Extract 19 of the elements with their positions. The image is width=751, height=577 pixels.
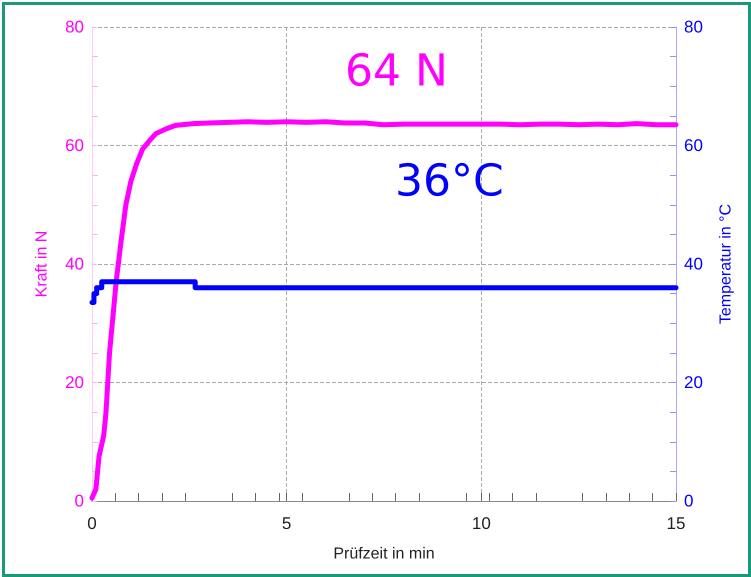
y2-tick-label: 60 [684, 136, 703, 155]
y2-tick-label: 40 [684, 254, 703, 274]
x-tick-label: 10 [472, 514, 491, 533]
x-tick-label: 0 [87, 514, 97, 533]
annotation: 64 N [345, 46, 448, 96]
x-axis-title: Prüfzeit in min [333, 546, 435, 562]
x-tick-label: 15 [666, 514, 686, 533]
x-tick-label: 5 [282, 514, 292, 533]
y2-axis-title: Temperatur in °C [718, 204, 734, 324]
y-tick-label: 0 [74, 492, 84, 510]
y-tick-label: 80 [65, 18, 84, 36]
y2-tick-label: 80 [684, 18, 703, 36]
y2-tick-label: 0 [684, 492, 694, 510]
y-tick-label: 20 [65, 373, 84, 392]
y2-tick-label: 20 [684, 373, 703, 392]
y-axis-title: Kraft in N [34, 230, 50, 298]
y-tick-label: 60 [65, 136, 84, 155]
y-tick-label: 40 [65, 254, 84, 274]
annotation: 36°C [395, 156, 504, 206]
